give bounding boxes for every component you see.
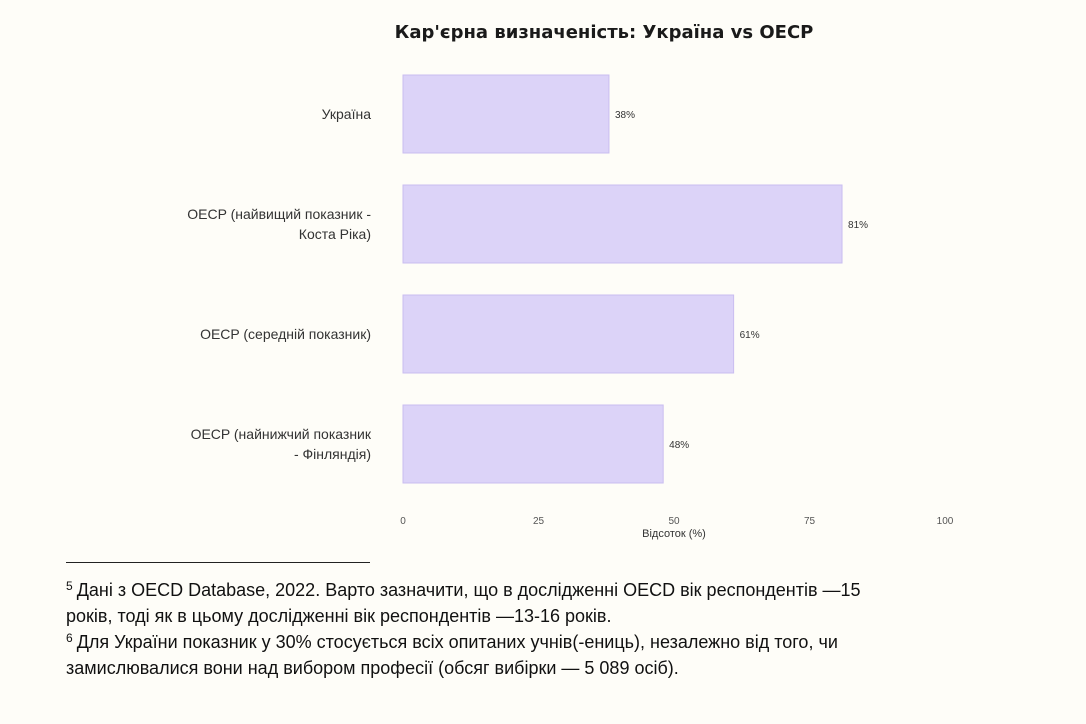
footnote-text-line: Для України показник у 30% стосується вс… (76, 632, 838, 652)
category-label: OECP (найнижчий показник - Фінляндія) (191, 426, 372, 462)
bar-value-label: 48% (669, 440, 689, 451)
bar-value-label: 38% (615, 110, 635, 121)
plot-area: 38% Україна 81% OECP (найвищий показник -Ко… (187, 74, 954, 527)
bar (402, 294, 735, 374)
x-tick-label: 100 (937, 516, 954, 527)
x-tick-label: 50 (668, 516, 680, 527)
footnotes: 5 Дані з OECD Database, 2022. Варто зазна… (66, 562, 1046, 681)
bar-value-label: 61% (740, 330, 760, 341)
category-label: OECP (найвищий показник -Коста Ріка) (187, 206, 371, 242)
footnote-5: 5 Дані з OECD Database, 2022. Варто зазна… (66, 577, 1046, 629)
footnote-text-line: Дані з OECD Database, 2022. Варто зазнач… (76, 580, 861, 600)
footnote-divider (66, 562, 370, 563)
chart-title: Кар'єрна визначеність: Україна vs OECP (395, 22, 814, 43)
footnote-text-line: замислювалися вони над вибором професії … (66, 658, 679, 678)
x-tick-label: 25 (533, 516, 545, 527)
x-axis-title: Відсоток (%) (642, 528, 706, 540)
bar (402, 74, 610, 154)
bar (402, 404, 664, 484)
x-tick-label: 0 (400, 516, 406, 527)
category-label: OECP (середній показник) (200, 326, 371, 342)
footnote-mark: 5 (66, 579, 73, 593)
footnote-mark: 6 (66, 631, 73, 645)
x-tick-label: 75 (804, 516, 816, 527)
footnote-text-line: років, тоді як в цьому дослідженні вік р… (66, 606, 612, 626)
footnote-6: 6 Для України показник у 30% стосується в… (66, 629, 1046, 681)
bar (402, 184, 843, 264)
bar-chart: Кар'єрна визначеність: Україна vs OECP 3… (187, 22, 954, 540)
category-label: Україна (322, 106, 372, 122)
bar-value-label: 81% (848, 220, 868, 231)
